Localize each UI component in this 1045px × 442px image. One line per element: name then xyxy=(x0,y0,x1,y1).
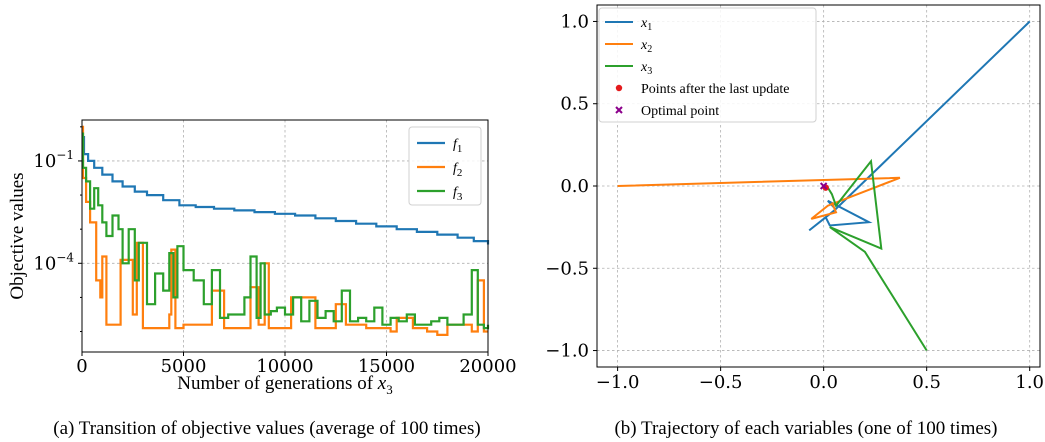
b-xtick-label: −0.5 xyxy=(699,372,743,393)
b-legend-label: Points after the last update xyxy=(641,82,790,97)
b-legend-label: x2 xyxy=(640,38,652,55)
series-x3-line xyxy=(826,158,928,352)
a-xtick-label: 5000 xyxy=(161,356,207,377)
chart-a-legend: f1 f2 f3 xyxy=(408,126,482,206)
a-ytick-label: 10−4 xyxy=(33,250,74,274)
series-x2-line xyxy=(617,176,901,220)
xlabel-text: Number of generations of xyxy=(177,373,378,394)
b-xtick-label: 1.0 xyxy=(1015,372,1044,393)
a-xtick-label: 0 xyxy=(76,356,87,377)
b-legend-label: x3 xyxy=(640,60,652,77)
b-legend-swatch xyxy=(615,84,623,92)
b-legend-label: Optimal point xyxy=(641,104,719,119)
a-xtick-label: 15000 xyxy=(358,356,415,377)
series-f2-line xyxy=(81,125,488,336)
chart-b-series xyxy=(617,20,1031,352)
b-ytick-label: 1.0 xyxy=(560,11,589,32)
chart-a-series xyxy=(81,125,490,336)
chart-a: 0 5000 10000 15000 20000 10−1 10−4 Number of g… xyxy=(7,119,517,397)
b-legend-swatch xyxy=(615,106,623,114)
chart-a-ticks: 0 5000 10000 15000 20000 10−1 10−4 xyxy=(33,126,517,377)
b-legend-label: x1 xyxy=(640,16,652,33)
caption-a: (a) Transition of objective values (aver… xyxy=(53,418,480,439)
xlabel-sub: 3 xyxy=(386,382,393,397)
b-legend-box xyxy=(598,7,817,123)
series-f3-line xyxy=(81,132,490,330)
b-ytick-label: −1.0 xyxy=(545,341,589,362)
a-xtick-label: 20000 xyxy=(459,356,516,377)
a-legend-label: f1 xyxy=(453,137,462,155)
a-legend-label: f2 xyxy=(453,161,462,179)
b-ytick-label: 0.5 xyxy=(560,94,589,115)
b-xtick-label: 0.5 xyxy=(912,372,941,393)
chart-b: −1.0 −0.5 0.0 0.5 1.01.00.50.0−0.5−1.0 x1x2x… xyxy=(545,4,1044,393)
chart-a-ylabel: Objective values xyxy=(7,172,28,299)
a-xtick-label: 10000 xyxy=(256,356,313,377)
caption-b: (b) Trajectory of each variables (one of… xyxy=(614,418,997,439)
series-f1-line xyxy=(82,136,490,245)
b-xtick-label: 0.0 xyxy=(809,372,838,393)
chart-b-ticks: −1.0 −0.5 0.0 0.5 1.0 1.0 0.5 0.0 −0.5 −1.0 xyxy=(545,11,1044,393)
xlabel-var: x xyxy=(377,373,387,394)
b-ytick-label: 0.0 xyxy=(560,176,589,197)
chart-a-xlabel: Number of generations of x3 xyxy=(177,373,392,397)
b-xtick-label: −1.0 xyxy=(596,372,640,393)
b-ytick-label: −0.5 xyxy=(545,258,589,279)
a-legend-label: f3 xyxy=(453,185,463,203)
chart-b-legend: x1 x2 x3 Points after the last update Optima… xyxy=(598,7,817,123)
a-ytick-label: 10−1 xyxy=(33,148,74,172)
optimal-point-marker xyxy=(819,182,828,190)
